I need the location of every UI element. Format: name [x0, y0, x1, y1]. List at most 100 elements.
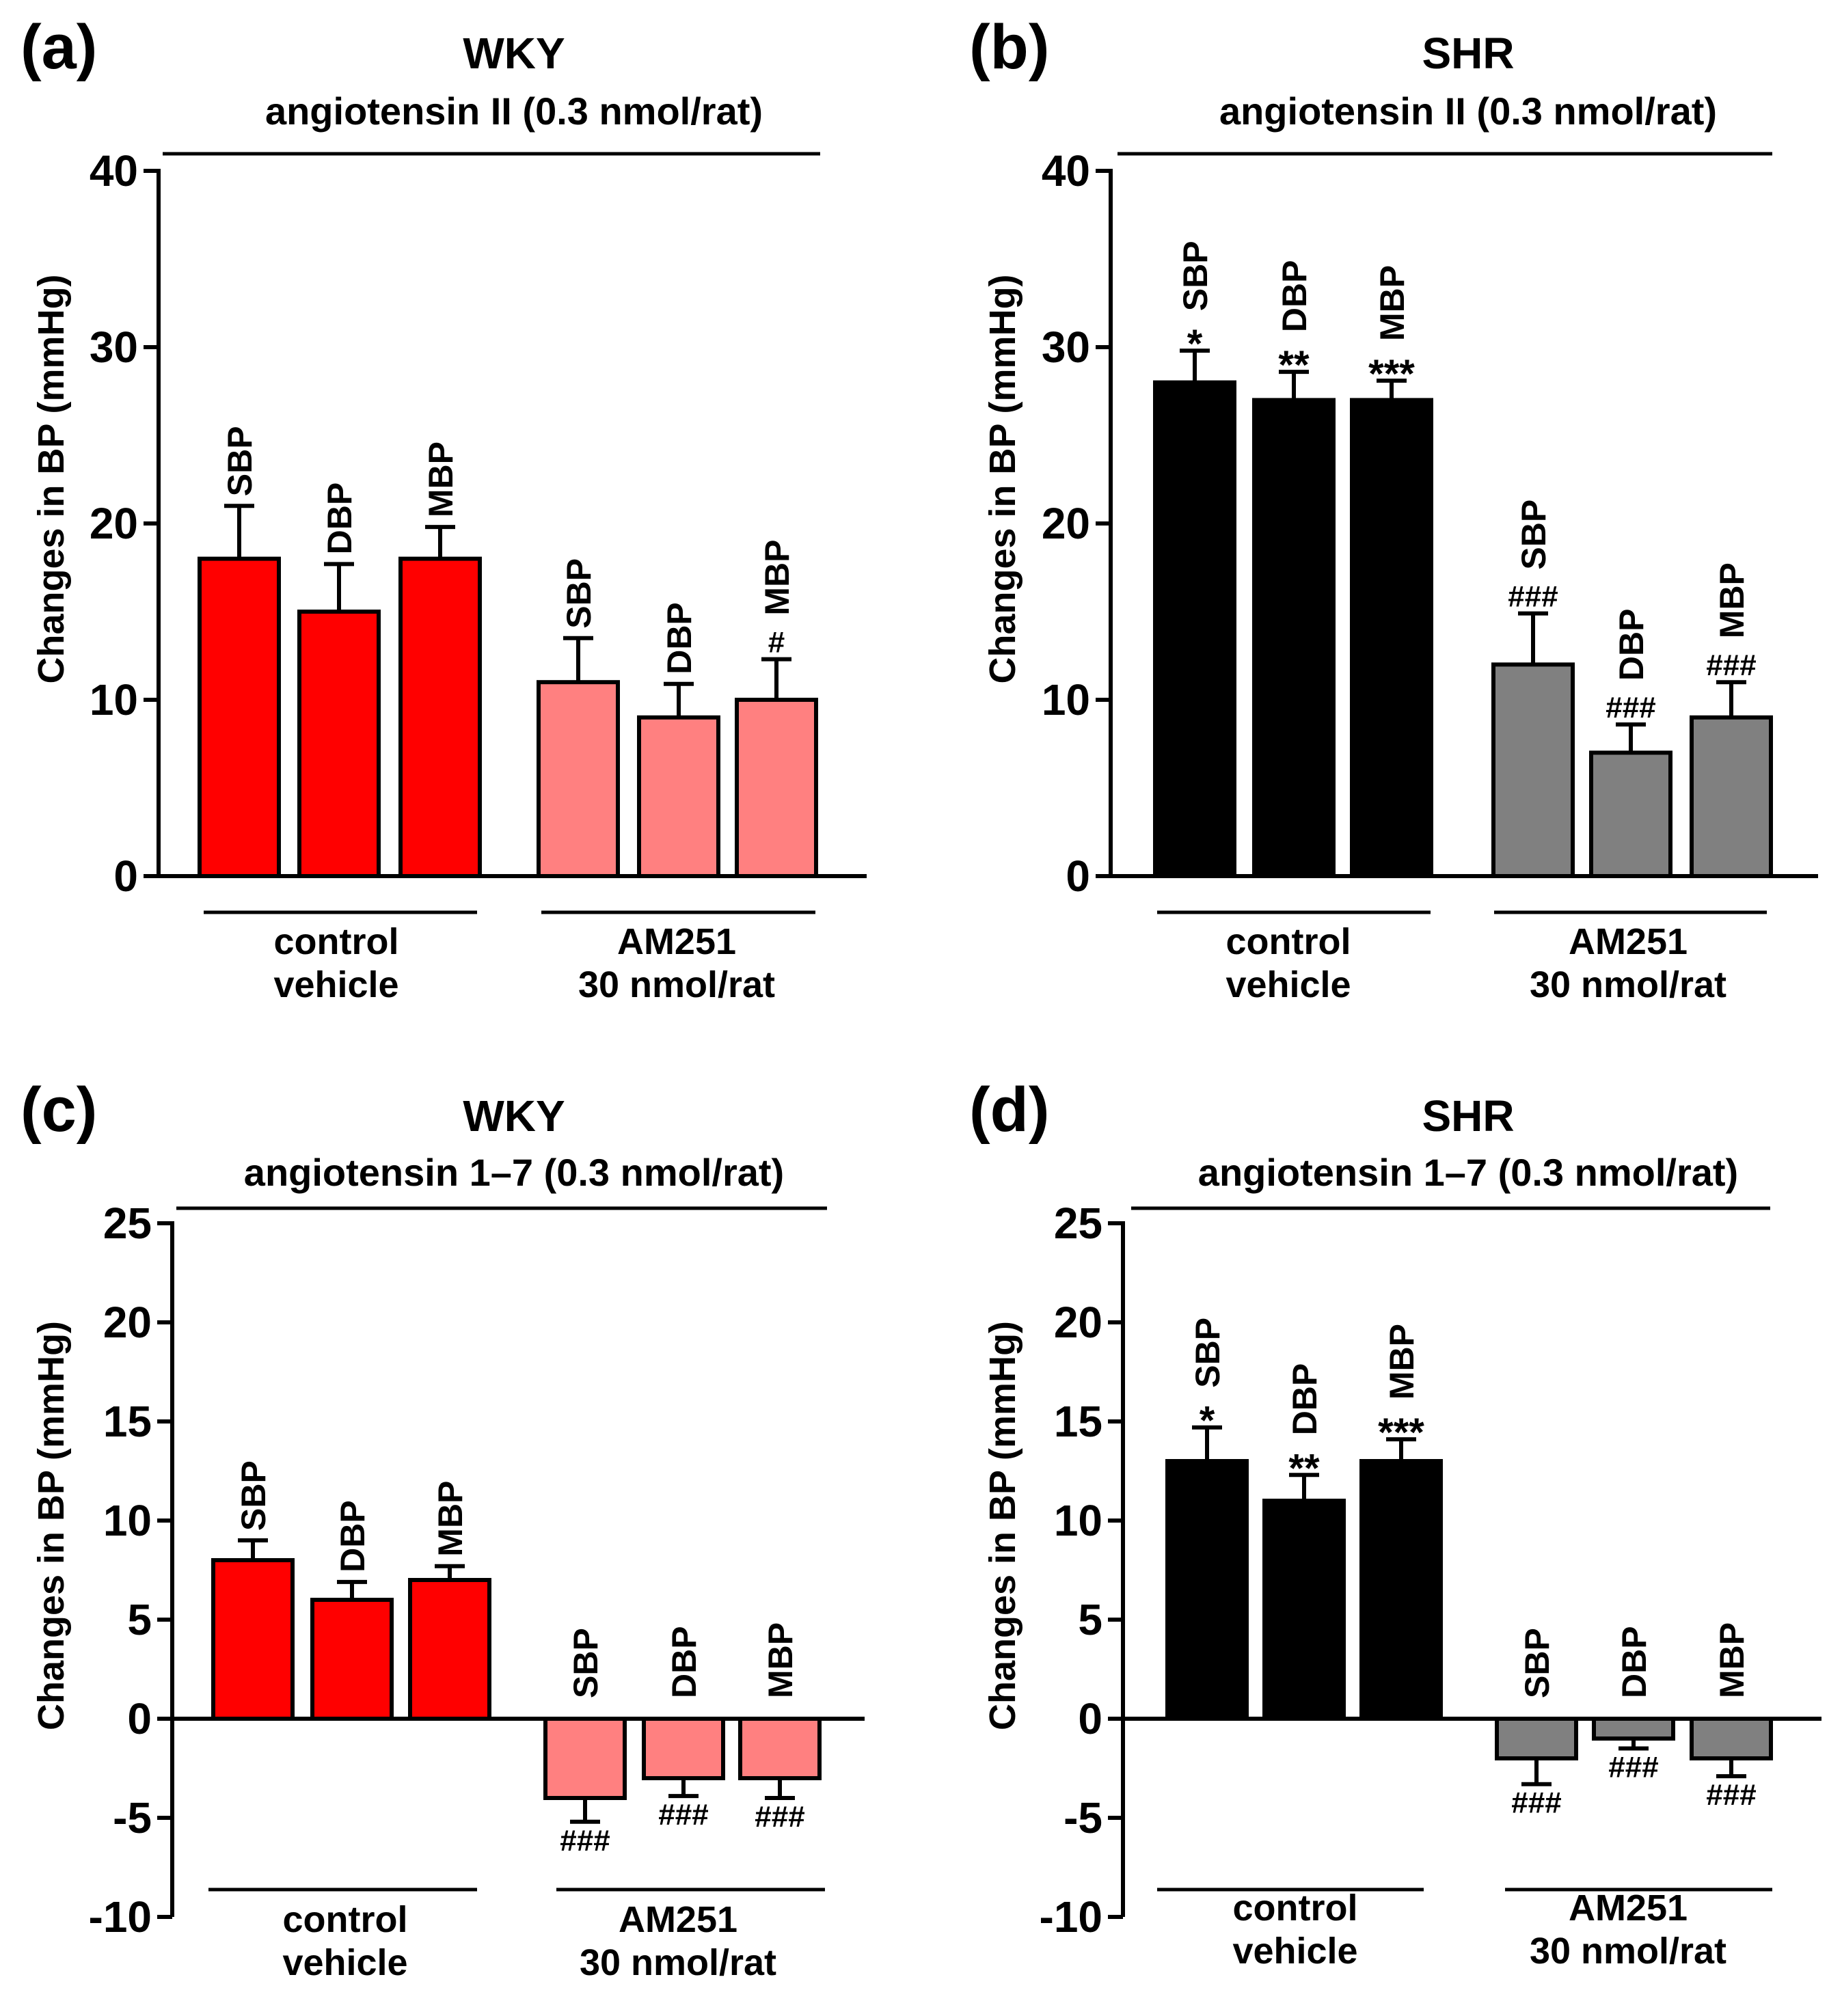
group-label: AM251: [617, 921, 736, 962]
bar-category-label: DBP: [660, 602, 699, 675]
bar-category-label: SBP: [221, 426, 259, 496]
y-tick-label: -5: [1064, 1793, 1102, 1842]
bar-category-label: DBP: [1286, 1363, 1324, 1436]
bar-category-label: MBP: [1713, 1622, 1751, 1698]
bar-dbp: [297, 610, 381, 878]
y-tick-label: 0: [1078, 1694, 1102, 1743]
panel-label: (b): [969, 12, 1049, 82]
y-tick-label: 10: [103, 1496, 152, 1545]
significance-marker: *: [1187, 322, 1203, 366]
significance-marker: ###: [1508, 580, 1558, 614]
y-tick-label: 0: [1066, 852, 1090, 901]
y-tick-label: 30: [90, 323, 138, 372]
y-tick-label: 10: [90, 675, 138, 724]
bar-mbp: [1359, 1459, 1443, 1721]
bar-mbp: [735, 698, 818, 878]
y-tick-label: 25: [103, 1199, 152, 1248]
significance-marker: ###: [755, 1800, 804, 1834]
group-label: AM251: [1569, 921, 1688, 962]
bar-sbp: [543, 1717, 627, 1800]
significance-marker: **: [1278, 343, 1310, 387]
y-tick-label: 5: [1078, 1595, 1102, 1644]
bar-category-label: MBP: [758, 540, 796, 616]
significance-marker: ###: [1511, 1786, 1561, 1820]
bar-dbp: [1589, 750, 1672, 879]
bar-category-label: SBP: [567, 1628, 605, 1698]
bar-category-label: DBP: [665, 1626, 703, 1698]
y-axis-label: Changes in BP (mmHg): [31, 1321, 72, 1730]
significance-marker: **: [1288, 1446, 1320, 1490]
group-label: control: [274, 921, 399, 962]
significance-marker: ###: [1606, 691, 1655, 724]
bar-dbp: [1252, 398, 1336, 878]
group-label: 30 nmol/rat: [580, 1942, 776, 1983]
bar-sbp: [198, 556, 281, 878]
bar-category-label: MBP: [422, 441, 460, 517]
chart-title: SHR: [1422, 1091, 1514, 1141]
group-label: vehicle: [282, 1942, 407, 1983]
bar-category-label: SBP: [560, 558, 598, 629]
bar-sbp: [1495, 1717, 1578, 1760]
bar-category-label: SBP: [1518, 1628, 1556, 1698]
bar-dbp: [310, 1598, 394, 1721]
chart-subtitle: angiotensin 1–7 (0.3 nmol/rat): [1198, 1151, 1738, 1194]
bar-mbp: [398, 556, 482, 878]
chart-subtitle: angiotensin 1–7 (0.3 nmol/rat): [244, 1151, 784, 1194]
bar-category-label: SBP: [1515, 500, 1553, 570]
group-label: control: [1226, 921, 1351, 962]
y-tick-label: 20: [1054, 1298, 1102, 1347]
bar-category-label: MBP: [1713, 562, 1751, 638]
y-tick-label: 40: [1042, 146, 1090, 195]
y-tick-label: 0: [127, 1694, 152, 1743]
bar-category-label: MBP: [431, 1481, 470, 1557]
y-axis-label: Changes in BP (mmHg): [982, 1321, 1023, 1730]
chart-subtitle: angiotensin II (0.3 nmol/rat): [1219, 90, 1717, 133]
y-tick-label: 25: [1054, 1199, 1102, 1248]
bar-dbp: [1592, 1717, 1675, 1741]
significance-marker: *: [1200, 1399, 1215, 1443]
bar-dbp: [1262, 1499, 1346, 1721]
bar-category-label: SBP: [1176, 241, 1215, 311]
y-tick-label: 15: [1054, 1397, 1102, 1446]
bar-category-label: SBP: [234, 1460, 273, 1531]
bar-dbp: [642, 1717, 725, 1780]
chart-panel-c: (c) WKY angiotensin 1–7 (0.3 nmol/rat) Chan…: [21, 1075, 865, 1983]
y-tick-label: 10: [1042, 675, 1090, 724]
y-axis-label: Changes in BP (mmHg): [982, 274, 1023, 683]
bar-mbp: [1350, 398, 1433, 878]
group-label: vehicle: [273, 964, 398, 1005]
y-tick-label: 30: [1042, 323, 1090, 372]
group-label: 30 nmol/rat: [578, 964, 775, 1005]
bar-sbp: [211, 1558, 295, 1721]
significance-marker: ###: [1608, 1751, 1658, 1784]
y-tick-label: -10: [1040, 1892, 1103, 1942]
group-label: AM251: [1569, 1888, 1688, 1929]
bar-dbp: [637, 715, 720, 879]
chart-panel-d: (d) SHR angiotensin 1–7 (0.3 nmol/rat) Chan…: [969, 1075, 1821, 1972]
bar-category-label: DBP: [1612, 609, 1651, 681]
group-label: vehicle: [1232, 1931, 1357, 1972]
group-label: control: [1233, 1888, 1358, 1929]
chart-subtitle: angiotensin II (0.3 nmol/rat): [265, 90, 763, 133]
significance-marker: ***: [1368, 352, 1415, 396]
group-label: 30 nmol/rat: [1530, 1931, 1726, 1972]
y-tick-label: -10: [89, 1892, 152, 1942]
significance-marker: #: [768, 626, 785, 659]
y-axis-label: Changes in BP (mmHg): [31, 274, 72, 683]
chart-panel-a: (a) WKY angiotensin II (0.3 nmol/rat) Chang…: [21, 12, 867, 1005]
y-tick-label: 40: [90, 146, 138, 195]
significance-marker: ***: [1378, 1411, 1424, 1455]
bar-category-label: MBP: [1373, 265, 1411, 341]
group-label: 30 nmol/rat: [1530, 964, 1726, 1005]
group-label: AM251: [619, 1899, 737, 1940]
bar-sbp: [1491, 662, 1575, 879]
panel-label: (a): [21, 12, 97, 82]
group-label: control: [283, 1899, 408, 1940]
bar-category-label: DBP: [334, 1500, 372, 1572]
y-tick-label: 15: [103, 1397, 152, 1446]
bar-category-label: DBP: [1615, 1626, 1653, 1698]
bar-category-label: DBP: [1275, 260, 1314, 333]
chart-title: SHR: [1422, 29, 1514, 78]
bar-category-label: DBP: [321, 482, 359, 555]
